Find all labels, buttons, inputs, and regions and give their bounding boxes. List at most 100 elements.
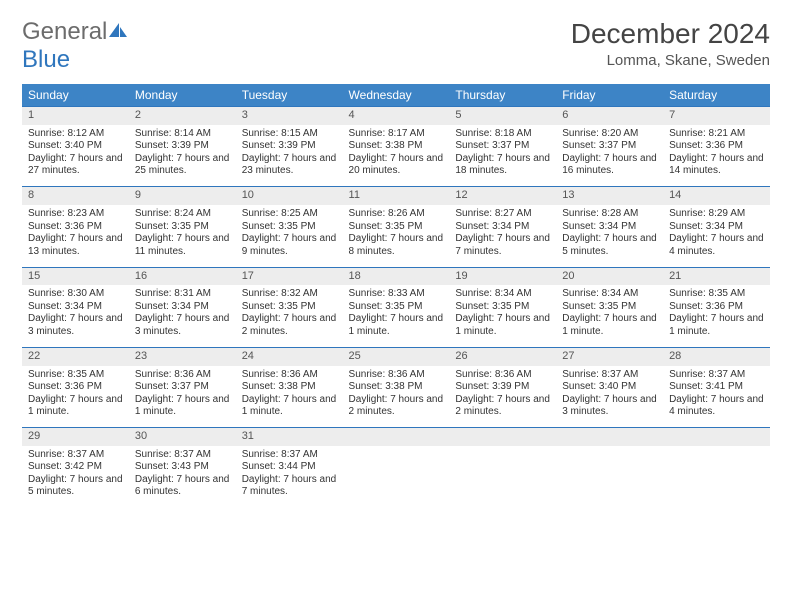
sunset-text: Sunset: 3:35 PM xyxy=(242,301,337,314)
sunrise-text: Sunrise: 8:27 AM xyxy=(455,208,550,221)
sunset-text: Sunset: 3:36 PM xyxy=(669,140,764,153)
daylight-text: Daylight: 7 hours and 16 minutes. xyxy=(562,153,657,178)
day-info-cell: Sunrise: 8:33 AMSunset: 3:35 PMDaylight:… xyxy=(343,285,450,347)
sunrise-text: Sunrise: 8:31 AM xyxy=(135,288,230,301)
day-info-row: Sunrise: 8:37 AMSunset: 3:42 PMDaylight:… xyxy=(22,446,770,508)
daylight-text: Daylight: 7 hours and 14 minutes. xyxy=(669,153,764,178)
day-number-cell xyxy=(343,428,450,446)
day-number-cell: 19 xyxy=(449,267,556,285)
day-number-cell: 17 xyxy=(236,267,343,285)
sunrise-text: Sunrise: 8:37 AM xyxy=(242,449,337,462)
day-number-cell: 20 xyxy=(556,267,663,285)
sunset-text: Sunset: 3:36 PM xyxy=(28,381,123,394)
daylight-text: Daylight: 7 hours and 1 minute. xyxy=(28,394,123,419)
sunrise-text: Sunrise: 8:23 AM xyxy=(28,208,123,221)
sunrise-text: Sunrise: 8:28 AM xyxy=(562,208,657,221)
day-number-cell: 2 xyxy=(129,107,236,125)
sunrise-text: Sunrise: 8:30 AM xyxy=(28,288,123,301)
day-number-cell: 15 xyxy=(22,267,129,285)
sunrise-text: Sunrise: 8:15 AM xyxy=(242,128,337,141)
day-info-cell: Sunrise: 8:32 AMSunset: 3:35 PMDaylight:… xyxy=(236,285,343,347)
day-number-cell: 1 xyxy=(22,107,129,125)
day-number-cell: 11 xyxy=(343,187,450,205)
sunset-text: Sunset: 3:38 PM xyxy=(242,381,337,394)
sunset-text: Sunset: 3:35 PM xyxy=(242,221,337,234)
day-number-cell xyxy=(663,428,770,446)
daylight-text: Daylight: 7 hours and 4 minutes. xyxy=(669,233,764,258)
day-number-row: 15161718192021 xyxy=(22,267,770,285)
daylight-text: Daylight: 7 hours and 2 minutes. xyxy=(242,313,337,338)
sunrise-text: Sunrise: 8:36 AM xyxy=(455,369,550,382)
day-info-cell: Sunrise: 8:34 AMSunset: 3:35 PMDaylight:… xyxy=(449,285,556,347)
month-title: December 2024 xyxy=(571,18,770,50)
day-number-cell: 29 xyxy=(22,428,129,446)
weekday-header-row: SundayMondayTuesdayWednesdayThursdayFrid… xyxy=(22,84,770,107)
day-info-cell: Sunrise: 8:37 AMSunset: 3:42 PMDaylight:… xyxy=(22,446,129,508)
sunset-text: Sunset: 3:34 PM xyxy=(669,221,764,234)
day-info-cell: Sunrise: 8:17 AMSunset: 3:38 PMDaylight:… xyxy=(343,125,450,187)
day-info-cell xyxy=(556,446,663,508)
sunrise-text: Sunrise: 8:35 AM xyxy=(28,369,123,382)
daylight-text: Daylight: 7 hours and 1 minute. xyxy=(455,313,550,338)
sunset-text: Sunset: 3:37 PM xyxy=(455,140,550,153)
day-info-cell: Sunrise: 8:37 AMSunset: 3:44 PMDaylight:… xyxy=(236,446,343,508)
brand-general: General xyxy=(22,18,107,45)
sunset-text: Sunset: 3:40 PM xyxy=(28,140,123,153)
daylight-text: Daylight: 7 hours and 4 minutes. xyxy=(669,394,764,419)
day-info-cell: Sunrise: 8:31 AMSunset: 3:34 PMDaylight:… xyxy=(129,285,236,347)
daylight-text: Daylight: 7 hours and 7 minutes. xyxy=(242,474,337,499)
brand-blue: Blue xyxy=(22,46,70,73)
daylight-text: Daylight: 7 hours and 9 minutes. xyxy=(242,233,337,258)
day-info-cell: Sunrise: 8:30 AMSunset: 3:34 PMDaylight:… xyxy=(22,285,129,347)
day-number-cell: 27 xyxy=(556,347,663,365)
sunrise-text: Sunrise: 8:25 AM xyxy=(242,208,337,221)
day-number-cell: 31 xyxy=(236,428,343,446)
sunrise-text: Sunrise: 8:24 AM xyxy=(135,208,230,221)
sunrise-text: Sunrise: 8:12 AM xyxy=(28,128,123,141)
sunrise-text: Sunrise: 8:20 AM xyxy=(562,128,657,141)
day-number-cell: 14 xyxy=(663,187,770,205)
day-number-cell: 18 xyxy=(343,267,450,285)
day-info-cell: Sunrise: 8:35 AMSunset: 3:36 PMDaylight:… xyxy=(22,366,129,428)
sunset-text: Sunset: 3:35 PM xyxy=(562,301,657,314)
sunrise-text: Sunrise: 8:33 AM xyxy=(349,288,444,301)
daylight-text: Daylight: 7 hours and 1 minute. xyxy=(669,313,764,338)
day-info-cell: Sunrise: 8:23 AMSunset: 3:36 PMDaylight:… xyxy=(22,205,129,267)
day-info-cell: Sunrise: 8:37 AMSunset: 3:40 PMDaylight:… xyxy=(556,366,663,428)
day-info-cell: Sunrise: 8:21 AMSunset: 3:36 PMDaylight:… xyxy=(663,125,770,187)
day-number-cell: 26 xyxy=(449,347,556,365)
day-number-cell: 24 xyxy=(236,347,343,365)
daylight-text: Daylight: 7 hours and 1 minute. xyxy=(135,394,230,419)
day-info-cell: Sunrise: 8:18 AMSunset: 3:37 PMDaylight:… xyxy=(449,125,556,187)
day-info-cell: Sunrise: 8:25 AMSunset: 3:35 PMDaylight:… xyxy=(236,205,343,267)
day-info-row: Sunrise: 8:23 AMSunset: 3:36 PM Daylight:… xyxy=(22,205,770,267)
sunrise-text: Sunrise: 8:37 AM xyxy=(28,449,123,462)
day-number-cell: 12 xyxy=(449,187,556,205)
daylight-text: Daylight: 7 hours and 6 minutes. xyxy=(135,474,230,499)
sunrise-text: Sunrise: 8:21 AM xyxy=(669,128,764,141)
day-number-cell xyxy=(449,428,556,446)
day-number-cell: 22 xyxy=(22,347,129,365)
daylight-text: Daylight: 7 hours and 1 minute. xyxy=(562,313,657,338)
day-number-cell: 7 xyxy=(663,107,770,125)
day-info-cell: Sunrise: 8:29 AMSunset: 3:34 PMDaylight:… xyxy=(663,205,770,267)
day-number-cell: 21 xyxy=(663,267,770,285)
sunset-text: Sunset: 3:41 PM xyxy=(669,381,764,394)
day-info-row: Sunrise: 8:35 AMSunset: 3:36 PMDaylight:… xyxy=(22,366,770,428)
sunrise-text: Sunrise: 8:37 AM xyxy=(562,369,657,382)
daylight-text: Daylight: 7 hours and 5 minutes. xyxy=(562,233,657,258)
day-info-cell: Sunrise: 8:26 AMSunset: 3:35 PMDaylight:… xyxy=(343,205,450,267)
calendar-table: SundayMondayTuesdayWednesdayThursdayFrid… xyxy=(22,84,770,508)
day-number-cell: 28 xyxy=(663,347,770,365)
day-info-cell: Sunrise: 8:27 AMSunset: 3:34 PMDaylight:… xyxy=(449,205,556,267)
sunset-text: Sunset: 3:36 PM xyxy=(28,221,123,234)
day-number-row: 293031 xyxy=(22,428,770,446)
daylight-text: Daylight: 7 hours and 7 minutes. xyxy=(455,233,550,258)
weekday-header: Thursday xyxy=(449,84,556,107)
day-info-cell: Sunrise: 8:36 AMSunset: 3:39 PMDaylight:… xyxy=(449,366,556,428)
sunset-text: Sunset: 3:35 PM xyxy=(135,221,230,234)
day-number-cell: 10 xyxy=(236,187,343,205)
day-info-cell: Sunrise: 8:12 AMSunset: 3:40 PMDaylight:… xyxy=(22,125,129,187)
sunrise-text: Sunrise: 8:36 AM xyxy=(135,369,230,382)
daylight-text: Daylight: 7 hours and 20 minutes. xyxy=(349,153,444,178)
